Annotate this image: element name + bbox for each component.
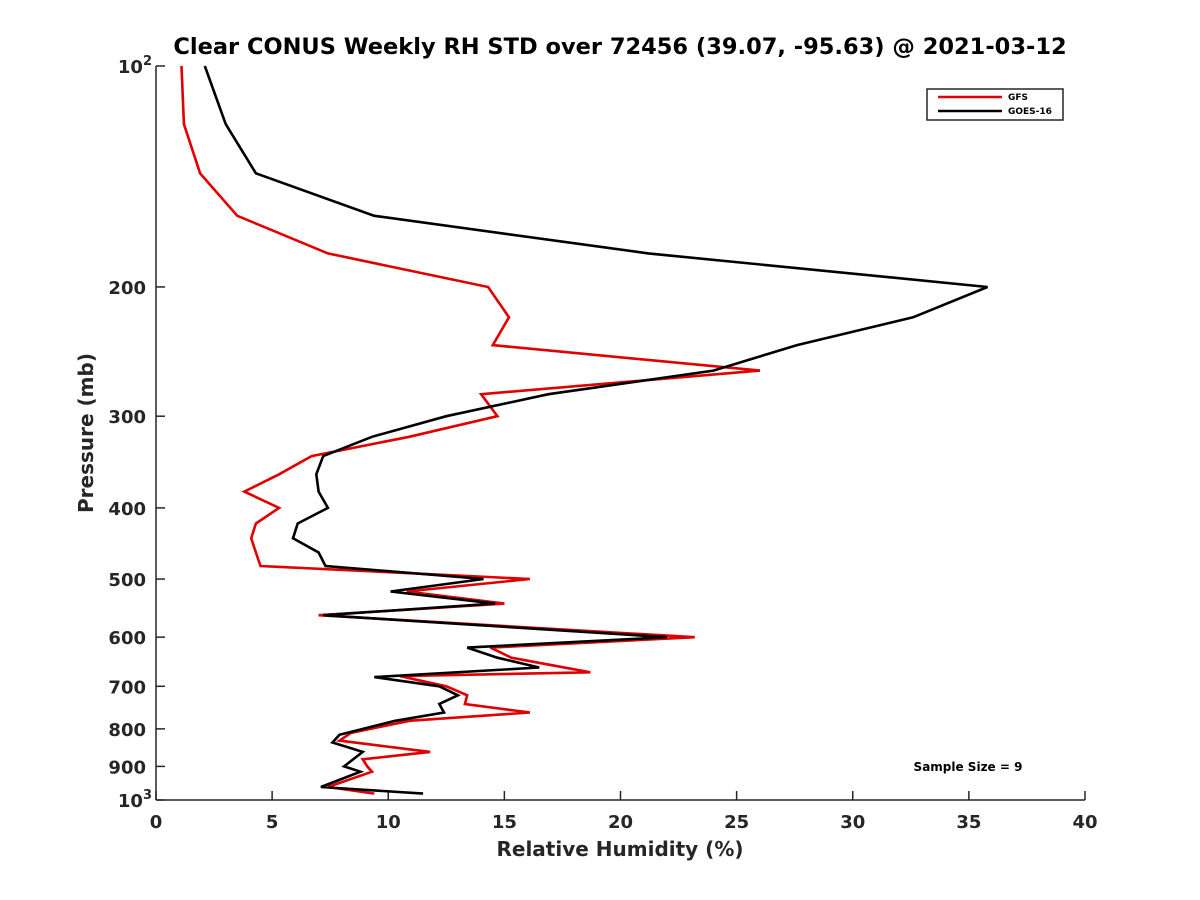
x-axis-label: Relative Humidity (%) bbox=[496, 837, 743, 861]
y-tick-label: 900 bbox=[108, 757, 146, 778]
y-tick-label: 400 bbox=[108, 499, 146, 520]
x-tick-label: 25 bbox=[724, 812, 749, 833]
y-tick-label: 103 bbox=[118, 788, 152, 812]
y-ticks: 102 200 300 400 500 600 700 800 900 103 bbox=[108, 54, 165, 812]
x-tick-label: 0 bbox=[150, 812, 163, 833]
series-line-gfs bbox=[180, 65, 761, 795]
y-axis-label: Pressure (mb) bbox=[74, 353, 98, 513]
y-tick-label: 600 bbox=[108, 628, 146, 649]
y-tick-label: 500 bbox=[108, 570, 146, 591]
x-tick-label: 10 bbox=[376, 812, 401, 833]
legend-label-goes16: GOES-16 bbox=[1008, 107, 1052, 117]
series-line-goes16 bbox=[203, 65, 988, 795]
x-tick-label: 35 bbox=[956, 812, 981, 833]
x-ticks: 0 5 10 15 20 25 30 35 40 bbox=[150, 791, 1098, 833]
x-tick-label: 15 bbox=[492, 812, 517, 833]
sample-size-annotation: Sample Size = 9 bbox=[914, 760, 1023, 774]
x-tick-label: 30 bbox=[840, 812, 865, 833]
y-tick-label: 700 bbox=[108, 677, 146, 698]
legend-box bbox=[926, 88, 1064, 121]
y-tick-label: 102 bbox=[118, 54, 152, 78]
legend-label-gfs: GFS bbox=[1008, 93, 1028, 103]
chart-title: Clear CONUS Weekly RH STD over 72456 (39… bbox=[173, 34, 1066, 60]
legend: GFS GOES-16 bbox=[926, 88, 1064, 121]
x-tick-label: 20 bbox=[608, 812, 633, 833]
series-group bbox=[180, 65, 988, 795]
y-tick-label: 200 bbox=[108, 278, 146, 299]
y-tick-label: 300 bbox=[108, 407, 146, 428]
axes bbox=[155, 66, 1085, 801]
x-tick-label: 5 bbox=[266, 812, 279, 833]
x-tick-label: 40 bbox=[1072, 812, 1097, 833]
y-tick-label: 800 bbox=[108, 720, 146, 741]
